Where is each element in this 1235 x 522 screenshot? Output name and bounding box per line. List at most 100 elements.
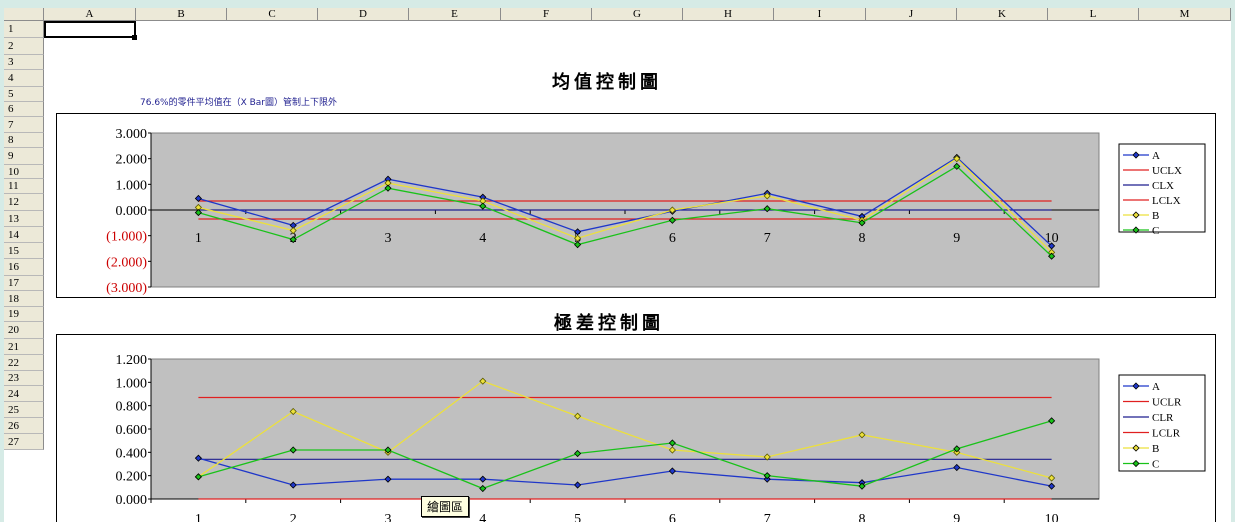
mean-control-chart[interactable]: 3.000 2.000 1.000 0.000 (1.000) (2.000) (3.000…: [56, 113, 1216, 298]
chart2-legend-marker-b: [1132, 444, 1140, 452]
row-header-22[interactable]: 22: [4, 355, 44, 371]
row-header-20[interactable]: 20: [4, 322, 44, 339]
chart1-series-c-point: [1048, 252, 1056, 260]
row-header-7[interactable]: 7: [4, 117, 44, 133]
chart1-x-tick-label: 4: [479, 231, 486, 246]
chart1-legend-label-clx: CLX: [1152, 180, 1174, 192]
chart1-legend-label-c: C: [1152, 225, 1159, 237]
chart1-x-tick-label: 8: [859, 231, 866, 246]
chart2-y-tick-label: 0.800: [116, 400, 148, 415]
chart1-legend-label-b: B: [1152, 210, 1159, 222]
chart1-x-tick-label: 9: [953, 231, 960, 246]
chart1-series-c-point: [763, 205, 771, 213]
chart1-y-tick-label: (2.000): [106, 255, 147, 270]
chart2-series-c-point: [953, 445, 961, 453]
chart2-series-c-point: [1048, 417, 1056, 425]
row-header-5[interactable]: 5: [4, 87, 44, 102]
chart2-series-a-point: [384, 475, 392, 483]
row-header-14[interactable]: 14: [4, 227, 44, 243]
row-header-9[interactable]: 9: [4, 148, 44, 165]
chart2-x-tick-label: 5: [574, 512, 581, 522]
row-header-12[interactable]: 12: [4, 194, 44, 211]
row-header-8[interactable]: 8: [4, 133, 44, 148]
chart1-series-a-line: [198, 156, 1053, 247]
chart1-series-c-line: [198, 165, 1053, 257]
row-header-13[interactable]: 13: [4, 211, 44, 227]
row-header-1[interactable]: 1: [4, 21, 44, 38]
chart2-series-b-point: [763, 453, 771, 461]
row-header-27[interactable]: 27: [4, 434, 44, 450]
chart2-y-tick-label: 1.200: [116, 353, 148, 368]
chart2-series-a-point: [479, 475, 487, 483]
column-header-f[interactable]: F: [501, 8, 592, 21]
column-header-j[interactable]: J: [866, 8, 957, 21]
chart2-y-tick-label: 1.000: [116, 376, 148, 391]
chart2-series-c-point: [289, 446, 297, 454]
chart2-series-a-point: [668, 467, 676, 475]
chart2-y-tick-label: 0.400: [116, 446, 148, 461]
active-cell-a1[interactable]: [44, 21, 136, 38]
column-header-k[interactable]: K: [957, 8, 1048, 21]
chart2-series-b-point: [289, 407, 297, 416]
chart2-x-tick-label: 8: [859, 512, 866, 522]
select-all-corner[interactable]: [4, 8, 44, 21]
chart1-series-c-point: [668, 216, 676, 224]
row-header-25[interactable]: 25: [4, 402, 44, 418]
chart2-x-tick-label: 6: [669, 512, 676, 522]
fill-handle[interactable]: [132, 35, 137, 40]
column-header-m[interactable]: M: [1139, 8, 1231, 21]
chart1-series-c-point: [574, 241, 582, 249]
row-header-4[interactable]: 4: [4, 70, 44, 87]
column-header-i[interactable]: I: [774, 8, 866, 21]
chart2-x-tick-label: 4: [479, 512, 486, 522]
row-header-3[interactable]: 3: [4, 55, 44, 70]
chart2-series-a-point: [289, 481, 297, 489]
column-header-l[interactable]: L: [1048, 8, 1139, 21]
row-header-11[interactable]: 11: [4, 179, 44, 194]
chart1-legend-label-uclx: UCLX: [1152, 165, 1182, 177]
column-header-c[interactable]: C: [227, 8, 318, 21]
column-header-a[interactable]: A: [44, 8, 136, 21]
chart1-legend-label-a: A: [1152, 150, 1160, 162]
chart2-legend-label-c: C: [1152, 459, 1159, 471]
chart1-y-tick-label: 3.000: [116, 127, 148, 142]
chart1-legend-marker-c: [1132, 226, 1140, 234]
row-header-6[interactable]: 6: [4, 102, 44, 117]
chart2-series-c-point: [384, 446, 392, 454]
chart1-series-c-point: [194, 209, 202, 217]
chart2-series-c-point: [194, 473, 202, 481]
chart2-series-a-point: [953, 463, 961, 472]
row-header-16[interactable]: 16: [4, 259, 44, 276]
chart2-legend-label-lclr: LCLR: [1152, 428, 1181, 440]
row-header-21[interactable]: 21: [4, 339, 44, 355]
chart2-legend-marker-a: [1132, 382, 1140, 390]
chart2-legend: [1118, 374, 1206, 472]
column-header-d[interactable]: D: [318, 8, 409, 21]
column-header-e[interactable]: E: [409, 8, 501, 21]
row-header-15[interactable]: 15: [4, 243, 44, 259]
range-control-chart[interactable]: 1.200 1.000 0.800 0.600 0.400 0.200 0.000 1 2 3 4 5…: [56, 334, 1216, 522]
row-header-2[interactable]: 2: [4, 38, 44, 55]
chart2-series-b-point: [858, 431, 866, 439]
chart1-series-b-line: [198, 157, 1053, 253]
column-header-g[interactable]: G: [592, 8, 683, 21]
column-header-h[interactable]: H: [683, 8, 774, 21]
row-header-19[interactable]: 19: [4, 307, 44, 322]
chart2-x-tick-label: 3: [385, 512, 392, 522]
chart2-series-b-line: [198, 380, 1052, 479]
row-header-10[interactable]: 10: [4, 165, 44, 179]
chart2-legend-label-clr: CLR: [1152, 412, 1174, 424]
chart1-series-c-point: [858, 219, 866, 227]
chart1-series-b-point: [668, 206, 676, 214]
chart2-series-b-point: [574, 412, 582, 420]
row-header-18[interactable]: 18: [4, 291, 44, 307]
row-header-24[interactable]: 24: [4, 386, 44, 402]
chart1-x-tick-label: 7: [764, 231, 771, 246]
row-header-17[interactable]: 17: [4, 276, 44, 291]
row-header-26[interactable]: 26: [4, 418, 44, 434]
column-header-b[interactable]: B: [136, 8, 227, 21]
chart1-x-tick-label: 6: [669, 231, 676, 246]
row-header-23[interactable]: 23: [4, 371, 44, 386]
chart2-plot-area: [150, 358, 1100, 500]
